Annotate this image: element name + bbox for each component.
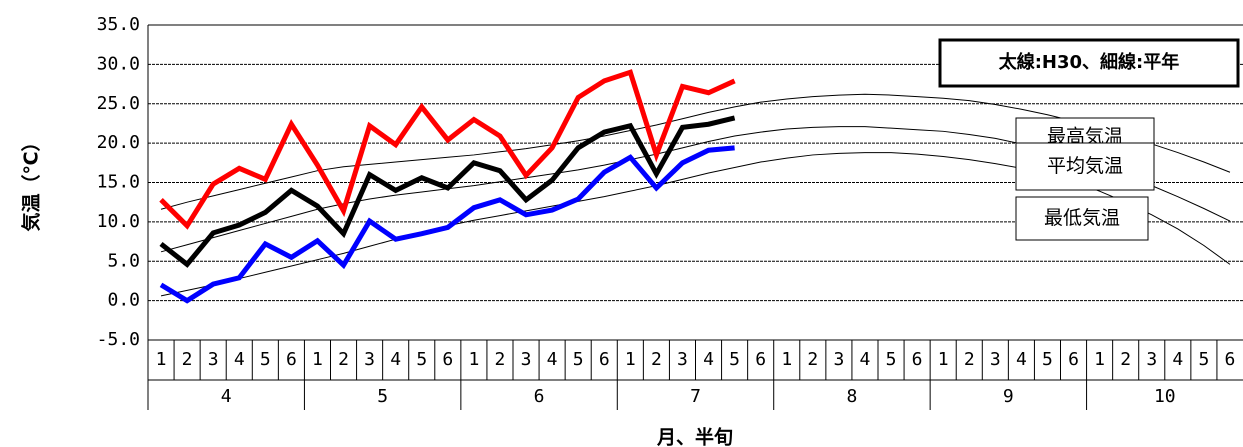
month-label: 10 <box>1154 386 1176 407</box>
month-label: 6 <box>534 386 545 407</box>
x-tick-label: 4 <box>390 349 401 370</box>
x-tick-label: 5 <box>1042 349 1053 370</box>
y-tick-label: 30.0 <box>97 53 140 74</box>
x-tick-label: 2 <box>182 349 193 370</box>
x-tick-label: 3 <box>677 349 688 370</box>
x-tick-label: 2 <box>338 349 349 370</box>
x-tick-label: 3 <box>521 349 532 370</box>
series-label: 最高気温 <box>1047 126 1123 148</box>
series-label-box <box>1015 142 1155 191</box>
x-tick-label: 2 <box>495 349 506 370</box>
legend-note: 太線:H30、細線:平年 <box>999 51 1180 73</box>
x-tick-label: 5 <box>1198 349 1209 370</box>
y-axis-title: 気温（℃） <box>20 132 43 231</box>
x-tick-label: 6 <box>1068 349 1079 370</box>
x-tick-label: 3 <box>364 349 375 370</box>
x-tick-label: 5 <box>260 349 271 370</box>
month-label: 4 <box>221 386 232 407</box>
series-label-box <box>1015 196 1149 241</box>
x-tick-label: 2 <box>807 349 818 370</box>
x-tick-label: 3 <box>833 349 844 370</box>
x-tick-label: 1 <box>1094 349 1105 370</box>
x-tick-label: 1 <box>781 349 792 370</box>
x-tick-label: 4 <box>860 349 871 370</box>
y-tick-label: 5.0 <box>107 250 140 271</box>
x-tick-label: 4 <box>1016 349 1027 370</box>
series-line <box>159 145 735 304</box>
x-tick-label: 6 <box>755 349 766 370</box>
y-tick-label: 20.0 <box>97 132 140 153</box>
x-tick-label: 3 <box>990 349 1001 370</box>
x-tick-label: 2 <box>964 349 975 370</box>
x-tick-label: 5 <box>729 349 740 370</box>
y-tick-label: -5.0 <box>97 329 140 350</box>
x-tick-label: 4 <box>234 349 245 370</box>
x-tick-label: 2 <box>651 349 662 370</box>
y-tick-label: 35.0 <box>97 14 140 35</box>
x-axis-title: 月、半旬 <box>656 426 733 447</box>
x-tick-label: 5 <box>573 349 584 370</box>
month-label: 9 <box>1003 386 1014 407</box>
x-tick-label: 6 <box>912 349 923 370</box>
x-tick-label: 4 <box>547 349 558 370</box>
month-label: 5 <box>377 386 388 407</box>
month-label: 8 <box>847 386 858 407</box>
x-tick-label: 3 <box>1146 349 1157 370</box>
x-tick-label: 2 <box>1120 349 1131 370</box>
x-tick-label: 4 <box>703 349 714 370</box>
y-tick-label: 25.0 <box>97 93 140 114</box>
x-tick-label: 6 <box>286 349 297 370</box>
x-tick-label: 5 <box>886 349 897 370</box>
series-line <box>160 93 1231 210</box>
x-tick-label: 1 <box>156 349 167 370</box>
x-tick-label: 6 <box>442 349 453 370</box>
month-label: 7 <box>690 386 701 407</box>
x-tick-label: 1 <box>625 349 636 370</box>
x-tick-label: 4 <box>1172 349 1183 370</box>
x-tick-label: 5 <box>416 349 427 370</box>
series-label: 最低気温 <box>1044 207 1120 229</box>
series-label: 平均気温 <box>1047 155 1123 177</box>
series-line <box>159 69 736 230</box>
series-line <box>159 115 736 268</box>
x-tick-label: 6 <box>1225 349 1236 370</box>
y-tick-label: 10.0 <box>97 211 140 232</box>
y-tick-label: 0.0 <box>107 290 140 311</box>
x-tick-label: 3 <box>208 349 219 370</box>
x-tick-label: 1 <box>938 349 949 370</box>
x-tick-label: 1 <box>468 349 479 370</box>
legend-box <box>938 38 1240 88</box>
x-tick-label: 1 <box>312 349 323 370</box>
y-tick-label: 15.0 <box>97 172 140 193</box>
x-tick-label: 6 <box>599 349 610 370</box>
